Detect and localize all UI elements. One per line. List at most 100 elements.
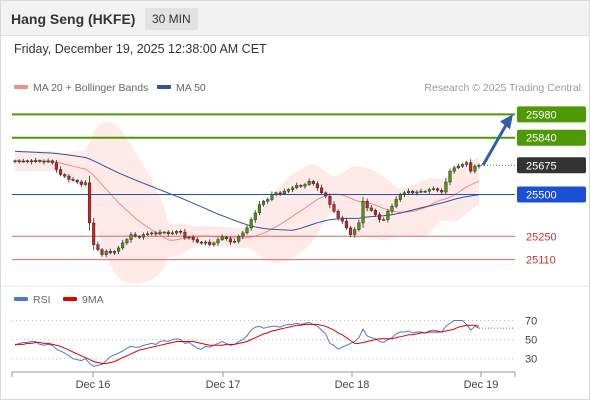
x-axis-tick-label: Dec 18	[335, 379, 370, 391]
candle-up	[282, 190, 286, 194]
pivot-badge	[517, 186, 586, 203]
candle-up	[212, 242, 216, 245]
candle-up	[170, 232, 174, 235]
candle-up	[357, 222, 361, 230]
candle-down	[369, 207, 373, 211]
candle-up	[431, 188, 435, 190]
rsi-legend: RSI 9MA	[14, 294, 104, 306]
candle-up	[146, 233, 150, 236]
candle-down	[336, 210, 340, 219]
candle-up	[444, 181, 448, 193]
candle-up	[117, 247, 121, 252]
candle-up	[295, 185, 299, 189]
target-arrow-shaft	[481, 122, 509, 167]
candle-up	[307, 180, 311, 185]
candle-down	[299, 185, 303, 187]
bollinger-band-layer	[15, 122, 479, 284]
candle-up	[286, 189, 290, 192]
rsi-line	[14, 320, 480, 367]
candle-up	[452, 167, 456, 172]
instrument-title: Hang Seng (HKFE)	[11, 11, 136, 27]
support-label: 25110	[526, 255, 556, 267]
candle-up	[303, 184, 307, 187]
candle-up	[415, 191, 419, 194]
chart-datetime: Friday, December 19, 2025 12:38:00 AM CE…	[14, 42, 267, 56]
ma20-legend-swatch	[14, 85, 28, 89]
candle-down	[373, 210, 377, 215]
rsi-ma-line	[15, 323, 480, 364]
candle-up	[245, 227, 249, 234]
resistance-badge	[517, 106, 586, 123]
candle-up	[386, 210, 390, 220]
candle-up	[25, 160, 29, 163]
candle-down	[228, 238, 232, 243]
candle-up	[249, 219, 253, 229]
candle-up	[353, 229, 357, 235]
candle-down	[21, 160, 25, 163]
candle-down	[344, 220, 348, 229]
candle-down	[17, 160, 21, 163]
bollinger-band-area	[15, 122, 479, 284]
candle-up	[270, 194, 274, 200]
candle-up	[125, 239, 129, 244]
candle-down	[320, 187, 324, 194]
candle-down	[311, 180, 315, 184]
candle-down	[137, 236, 141, 238]
candle-up	[423, 190, 427, 193]
candle-up	[262, 200, 266, 205]
rsi-panel: 70 50 30	[12, 316, 537, 367]
resistance-badge	[517, 129, 586, 146]
levels-layer	[12, 113, 515, 261]
support-label: 25250	[526, 231, 557, 243]
candle-down	[469, 162, 473, 172]
candle-down	[411, 190, 415, 194]
candle-down	[195, 239, 199, 243]
candle-up	[473, 165, 477, 172]
candle-up	[233, 241, 237, 243]
candle-up	[448, 170, 452, 183]
candle-down	[332, 204, 336, 212]
candle-down	[154, 232, 158, 235]
timeframe-button[interactable]: 30 MIN	[145, 8, 198, 30]
candle-down	[88, 182, 92, 224]
candle-down	[63, 174, 67, 177]
candle-up	[83, 182, 87, 185]
candle-down	[378, 214, 382, 220]
candle-down	[59, 169, 63, 175]
candle-down	[71, 179, 75, 181]
candle-down	[38, 160, 42, 162]
candle-up	[141, 234, 145, 238]
last-price-badge	[517, 157, 586, 174]
candle-up	[465, 162, 469, 165]
candle-up	[477, 165, 481, 167]
resistance-label: 25840	[526, 133, 557, 145]
x-axis-tick-label: Dec 17	[206, 379, 241, 391]
ma50-line	[14, 150, 480, 231]
candle-up	[361, 200, 365, 224]
rsi-tick-label: 30	[525, 354, 537, 366]
ma50-legend-swatch	[157, 85, 171, 89]
candle-up	[382, 219, 386, 221]
moving-average-layer	[14, 150, 480, 241]
candle-down	[30, 160, 34, 163]
candle-up	[104, 251, 108, 255]
rsi-ma-legend-label: 9MA	[82, 294, 104, 306]
candle-up	[241, 232, 245, 237]
candle-up	[34, 160, 38, 162]
candle-down	[96, 244, 100, 250]
candle-up	[129, 234, 133, 240]
candle-down	[179, 231, 183, 233]
candle-down	[191, 236, 195, 240]
candles-layer	[13, 157, 481, 258]
candle-down	[100, 249, 104, 255]
candle-down	[108, 251, 112, 254]
candle-up	[390, 205, 394, 212]
candle-up	[407, 190, 411, 194]
candle-up	[220, 236, 224, 240]
candle-up	[175, 231, 179, 234]
chart-header: Hang Seng (HKFE) 30 MIN	[1, 1, 589, 36]
candle-down	[166, 231, 170, 235]
candle-down	[79, 181, 83, 185]
candle-down	[436, 188, 440, 191]
target-arrow-head	[500, 114, 513, 130]
